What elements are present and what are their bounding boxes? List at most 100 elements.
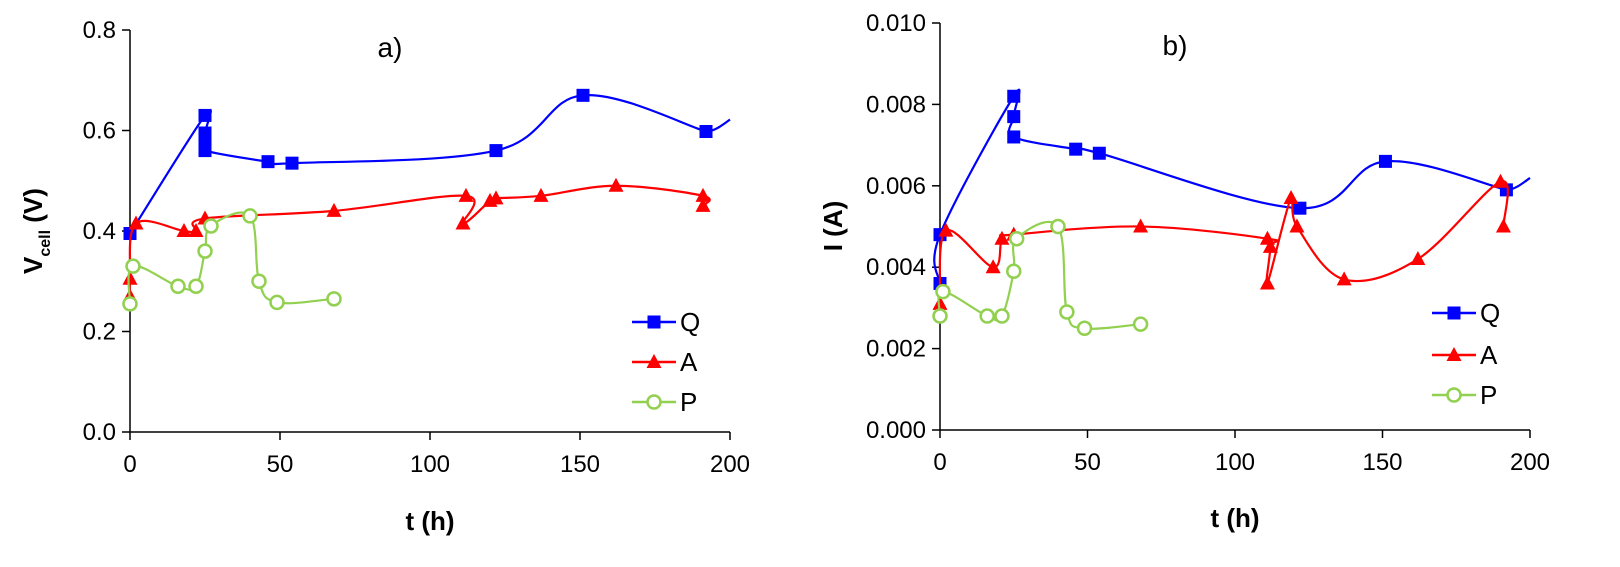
data-point-p-a bbox=[242, 208, 258, 224]
x-tick-label-a: 100 bbox=[410, 451, 450, 478]
data-point-q-b bbox=[1293, 201, 1307, 215]
legend-label-q-a: Q bbox=[680, 307, 700, 337]
legend-label-q-b: Q bbox=[1480, 298, 1500, 328]
data-point-a-b bbox=[938, 222, 954, 237]
data-point-a-a bbox=[458, 187, 474, 202]
data-point-a-a bbox=[326, 202, 342, 217]
data-point-q-b bbox=[1007, 130, 1021, 144]
data-point-q-a bbox=[198, 108, 212, 122]
series-p-b bbox=[932, 218, 1149, 336]
data-point-q-b bbox=[1007, 110, 1021, 124]
data-point-p-a bbox=[125, 258, 141, 274]
x-tick-label-a: 150 bbox=[560, 451, 600, 478]
chart-a: 0.0 0.2 0.4 0.6 0.8 0 50 100 150 200 a) t (h) Vcell … bbox=[18, 17, 750, 536]
data-point-q-a bbox=[489, 144, 503, 158]
data-point-p-a bbox=[188, 278, 204, 295]
series-line-q-b bbox=[933, 88, 1531, 284]
legend-label-a-b: A bbox=[1480, 340, 1498, 370]
data-point-p-a bbox=[170, 278, 186, 295]
x-tick-label-b: 50 bbox=[1074, 449, 1101, 476]
data-point-a-a bbox=[488, 190, 504, 205]
legend-marker-q-a bbox=[647, 315, 661, 329]
legend-item-p-b: P bbox=[1432, 380, 1497, 410]
data-point-a-a bbox=[455, 215, 471, 230]
data-point-p-a bbox=[326, 291, 342, 307]
y-tick-label-a: 0.8 bbox=[83, 17, 116, 44]
data-point-a-b bbox=[1283, 190, 1299, 205]
x-tick-label-a: 0 bbox=[123, 451, 136, 478]
data-point-p-a bbox=[251, 273, 267, 289]
data-point-a-b bbox=[1336, 271, 1352, 286]
data-point-a-a bbox=[176, 223, 192, 237]
data-point-p-b bbox=[979, 308, 995, 324]
data-point-a-b bbox=[994, 230, 1010, 245]
legend-item-a-b: A bbox=[1432, 340, 1498, 370]
data-point-q-a bbox=[198, 126, 212, 140]
series-line-a-b bbox=[938, 180, 1509, 304]
data-point-q-a bbox=[261, 155, 275, 169]
x-axis-label-a: t (h) bbox=[405, 506, 454, 536]
data-point-a-a bbox=[188, 223, 204, 237]
data-point-a-b bbox=[1133, 218, 1149, 233]
x-tick-label-b: 200 bbox=[1510, 449, 1550, 476]
data-point-a-a bbox=[695, 187, 711, 202]
data-point-a-a bbox=[695, 197, 711, 212]
data-point-q-a bbox=[576, 88, 590, 102]
chart-b: 0.000 0.002 0.004 0.006 0.008 0.010 0 50 100 150 2… bbox=[818, 10, 1550, 533]
data-point-a-b bbox=[932, 295, 948, 310]
x-tick-label-b: 150 bbox=[1362, 449, 1402, 476]
y-tick-label-b: 0.000 bbox=[866, 417, 926, 444]
data-point-p-b bbox=[1076, 320, 1093, 336]
data-point-p-a bbox=[197, 243, 213, 259]
data-point-p-b bbox=[1132, 316, 1149, 332]
data-point-q-a bbox=[198, 144, 212, 158]
data-point-a-a bbox=[533, 187, 549, 202]
data-point-p-b bbox=[1006, 263, 1022, 280]
data-point-q-b bbox=[1378, 154, 1392, 168]
legend-marker-a-a bbox=[646, 354, 662, 368]
data-point-a-a bbox=[608, 177, 624, 192]
data-point-q-b bbox=[1069, 142, 1083, 156]
data-point-a-b bbox=[1262, 238, 1278, 253]
y-tick-label-a: 0.2 bbox=[83, 319, 116, 346]
data-point-a-b bbox=[1493, 173, 1508, 188]
legend-item-p-a: P bbox=[632, 387, 697, 417]
legend-item-q-a: Q bbox=[632, 307, 700, 337]
series-a-a bbox=[122, 177, 711, 303]
y-tick-label-b: 0.002 bbox=[866, 336, 926, 363]
y-tick-label-b: 0.010 bbox=[866, 10, 926, 37]
series-line-p-a bbox=[127, 211, 335, 305]
data-point-p-b bbox=[935, 283, 951, 300]
data-point-p-b bbox=[994, 308, 1010, 324]
data-point-a-a bbox=[128, 215, 144, 230]
legend-marker-p-b bbox=[1446, 387, 1462, 403]
data-point-q-b bbox=[1007, 89, 1021, 103]
legend-marker-a-b bbox=[1446, 347, 1462, 361]
data-point-a-a bbox=[122, 270, 138, 285]
legend-marker-p-a bbox=[646, 394, 662, 410]
data-point-q-b bbox=[1092, 146, 1106, 160]
data-point-p-a bbox=[269, 294, 285, 311]
y-tick-label-b: 0.004 bbox=[866, 254, 926, 281]
data-point-a-b bbox=[985, 259, 1001, 274]
data-point-p-b bbox=[932, 308, 948, 324]
legend-label-a-a: A bbox=[680, 347, 698, 377]
series-line-q-a bbox=[129, 94, 731, 235]
legend-label-p-a: P bbox=[680, 387, 697, 417]
legend-item-q-b: Q bbox=[1432, 298, 1500, 328]
data-point-a-b bbox=[1495, 218, 1511, 233]
x-tick-label-b: 100 bbox=[1215, 449, 1255, 476]
y-tick-label-a: 0.6 bbox=[83, 118, 116, 145]
data-point-a-b bbox=[1259, 275, 1275, 290]
data-point-q-a bbox=[285, 156, 299, 170]
data-point-p-a bbox=[203, 218, 219, 234]
y-tick-label-a: 0.0 bbox=[83, 419, 116, 446]
data-point-q-a bbox=[699, 125, 713, 139]
x-axis-label-b: t (h) bbox=[1210, 503, 1259, 533]
y-tick-label-a: 0.4 bbox=[83, 218, 116, 245]
x-tick-label-a: 200 bbox=[710, 451, 750, 478]
series-line-a-a bbox=[128, 184, 711, 297]
x-tick-label-b: 0 bbox=[933, 449, 946, 476]
y-tick-label-b: 0.008 bbox=[866, 91, 926, 118]
series-q-b bbox=[933, 88, 1531, 290]
